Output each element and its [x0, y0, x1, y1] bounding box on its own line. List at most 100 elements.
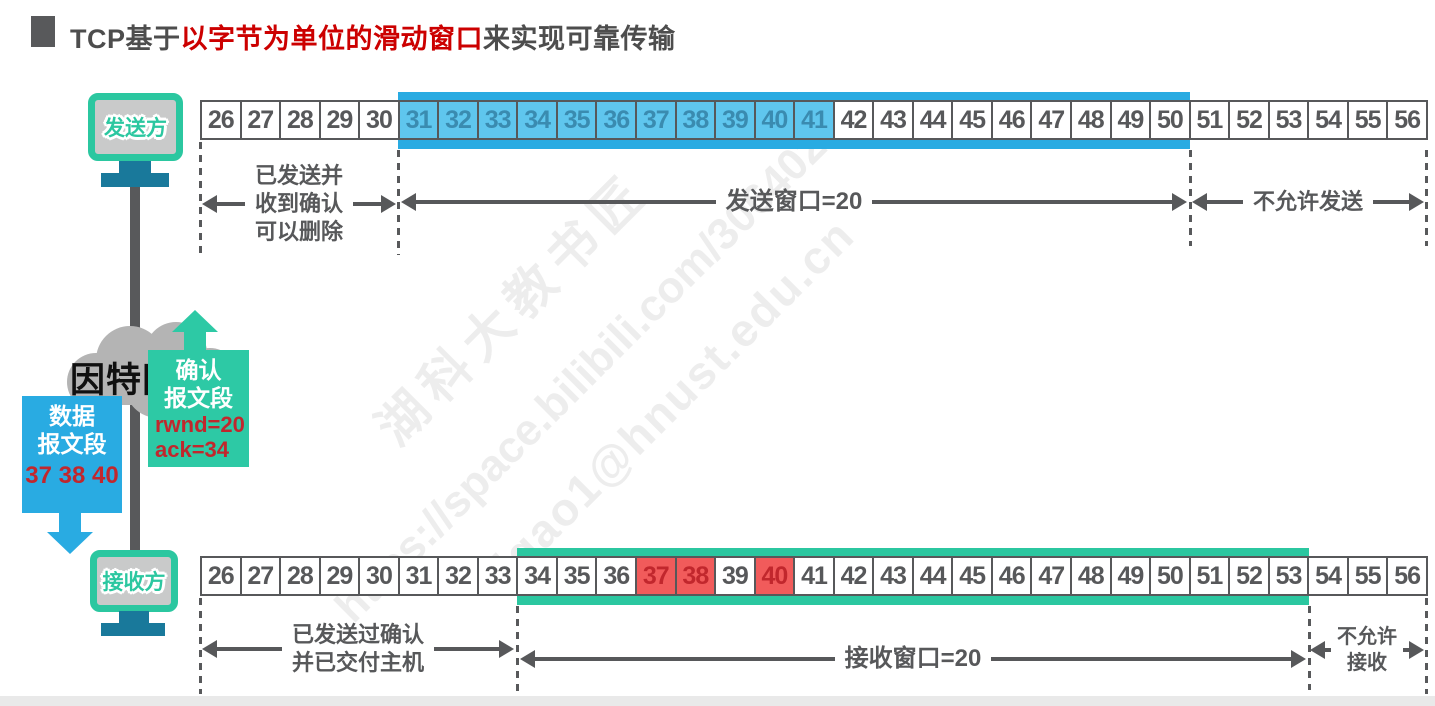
receiver-cell-52: 52: [1228, 556, 1270, 596]
data-segment-bytes: 37 38 40: [25, 462, 119, 489]
arrow-left-icon: [1310, 641, 1325, 659]
sender-cell-54: 54: [1307, 100, 1349, 140]
guide-dash: [1308, 606, 1311, 690]
receiver-cell-56: 56: [1386, 556, 1428, 596]
receiver-cell-31: 31: [397, 556, 440, 596]
arrow-right-icon: [1291, 650, 1306, 668]
sender-cell-28: 28: [279, 100, 321, 140]
sender-cell-45: 45: [951, 100, 993, 140]
guide-dash: [1425, 598, 1428, 694]
sender-cell-42: 42: [832, 100, 875, 140]
guide-dash: [199, 598, 202, 694]
receiver-cell-50: 50: [1149, 556, 1191, 596]
title-bullet-square: [31, 16, 55, 47]
receiver-sequence-row: 26 27 28 29 30 31 32 33 34 35 36 37 38 39 40 41 42 43 44 45…: [200, 556, 1428, 596]
title-prefix: TCP基于: [70, 24, 181, 54]
sender-cell-51: 51: [1188, 100, 1231, 140]
receiver-cell-41: 41: [793, 556, 835, 596]
sender-stand-neck: [119, 161, 151, 173]
guide-dash: [1189, 150, 1192, 246]
receive-window-range: 接收窗口=20: [520, 628, 1306, 690]
receiver-stand-neck: [119, 611, 149, 623]
arrow-right-icon: [1409, 641, 1424, 659]
sender-cell-56: 56: [1386, 100, 1428, 140]
receiver-cell-51: 51: [1188, 556, 1231, 596]
receiver-cell-32: 32: [437, 556, 479, 596]
title-suffix: 来实现可靠传输: [483, 24, 676, 54]
sender-cell-44: 44: [911, 100, 954, 140]
arrow-right-icon: [499, 640, 515, 658]
arrow-right-icon: [1172, 193, 1187, 211]
ack-arrow-stem: [184, 331, 206, 351]
sender-cell-30: 30: [358, 100, 400, 140]
arrow-left-icon: [202, 195, 217, 213]
sender-cell-53: 53: [1267, 100, 1310, 140]
send-window-label: 发送窗口=20: [725, 188, 863, 215]
receiver-cell-42: 42: [832, 556, 875, 596]
receiver-cell-53: 53: [1267, 556, 1310, 596]
data-segment-box: 数据 报文段 37 38 40: [22, 396, 122, 513]
arrow-right-icon: [1409, 193, 1425, 211]
sender-cell-55: 55: [1346, 100, 1389, 140]
ack-segment-title: 确认 报文段: [164, 357, 233, 411]
sender-cell-52: 52: [1228, 100, 1270, 140]
receiver-cell-40: 40: [753, 556, 796, 596]
sender-cell-48: 48: [1070, 100, 1112, 140]
receiver-forbidden-range: 不允许 接收: [1310, 618, 1424, 682]
arrow-right-icon: [381, 195, 397, 213]
arrow-left-icon: [401, 193, 416, 211]
slide-bottom-strip: [0, 696, 1435, 706]
guide-dash: [1425, 150, 1428, 246]
sender-cell-26: 26: [200, 100, 242, 140]
ack-segment-fields: rwnd=20 ack=34: [155, 412, 245, 462]
receiver-cell-30: 30: [358, 556, 400, 596]
receiver-cell-54: 54: [1307, 556, 1349, 596]
receiver-cell-27: 27: [239, 556, 282, 596]
receiver-cell-36: 36: [595, 556, 638, 596]
sender-cell-40: 40: [753, 100, 796, 140]
receiver-cell-28: 28: [279, 556, 321, 596]
sender-acked-range: 已发送并 收到确认 可以删除: [202, 156, 397, 252]
receiver-cell-46: 46: [990, 556, 1033, 596]
receiver-stand-base: [101, 623, 165, 636]
arrow-left-icon: [1192, 193, 1207, 211]
receiver-delivered-label: 已发送过确认 并已交付主机: [292, 622, 425, 675]
sender-cell-43: 43: [872, 100, 914, 140]
receiver-cell-34: 34: [516, 556, 558, 596]
sender-cell-39: 39: [714, 100, 756, 140]
receive-window-label: 接收窗口=20: [844, 645, 982, 672]
receiver-cell-47: 47: [1030, 556, 1073, 596]
receiver-cell-38: 38: [674, 556, 717, 596]
receiver-cell-55: 55: [1346, 556, 1389, 596]
sender-stand-base: [101, 173, 169, 187]
receiver-cell-45: 45: [951, 556, 993, 596]
receiver-device: 接收方: [90, 550, 178, 612]
receiver-cell-29: 29: [318, 556, 361, 596]
page-title: TCP基于以字节为单位的滑动窗口来实现可靠传输: [70, 17, 676, 56]
receiver-cell-26: 26: [200, 556, 242, 596]
receiver-cell-35: 35: [555, 556, 598, 596]
data-arrow-stem: [59, 513, 81, 532]
sender-cell-36: 36: [595, 100, 638, 140]
arrow-left-icon: [520, 650, 535, 668]
sender-cell-27: 27: [239, 100, 282, 140]
sender-cell-50: 50: [1149, 100, 1191, 140]
guide-dash: [397, 150, 400, 255]
sender-acked-label: 已发送并 收到确认 可以删除: [255, 163, 344, 244]
data-segment-title: 数据 报文段: [37, 403, 107, 457]
sender-device: 发送方: [88, 93, 183, 161]
receiver-cell-49: 49: [1109, 556, 1152, 596]
receiver-forbidden-label: 不允许 接收: [1337, 626, 1397, 674]
title-highlight: 以字节为单位的滑动窗口: [180, 24, 483, 54]
sender-cell-41: 41: [793, 100, 835, 140]
data-arrow-down-icon: [47, 532, 93, 554]
receiver-cell-43: 43: [872, 556, 914, 596]
ack-arrow-up-icon: [172, 310, 218, 332]
sender-device-label: 发送方: [104, 117, 167, 140]
receiver-cell-33: 33: [476, 556, 519, 596]
sender-cell-46: 46: [990, 100, 1033, 140]
receiver-delivered-range: 已发送过确认 并已交付主机: [202, 616, 515, 682]
receiver-cell-44: 44: [911, 556, 954, 596]
sender-cell-35: 35: [555, 100, 598, 140]
